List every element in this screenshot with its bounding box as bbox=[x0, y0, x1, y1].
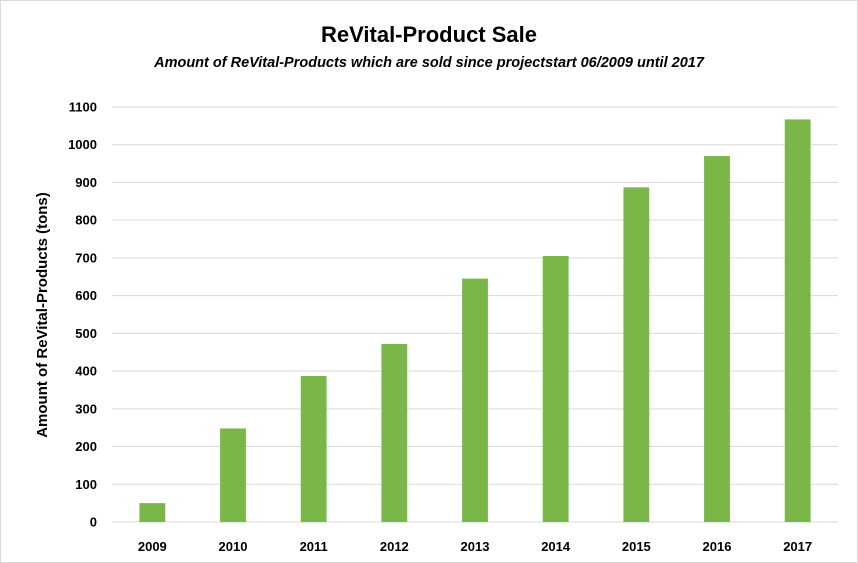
y-tick-label: 0 bbox=[90, 515, 97, 530]
x-tick-label: 2010 bbox=[219, 539, 248, 554]
y-tick-label: 1000 bbox=[68, 137, 97, 152]
bar-2017 bbox=[784, 119, 811, 522]
bar-2013 bbox=[462, 278, 488, 522]
bar-2012 bbox=[381, 343, 408, 522]
y-tick-label: 100 bbox=[75, 477, 97, 492]
chart-subtitle: Amount of ReVital-Products which are sol… bbox=[154, 55, 704, 71]
chart-title: ReVital-Product Sale bbox=[321, 22, 537, 47]
x-tick-label: 2012 bbox=[380, 539, 409, 554]
bar-2010 bbox=[220, 428, 246, 522]
y-tick-label: 300 bbox=[75, 401, 97, 416]
bar-2014 bbox=[542, 256, 569, 522]
y-tick-label: 400 bbox=[75, 364, 97, 379]
x-tick-label: 2011 bbox=[300, 539, 328, 554]
x-tick-label: 2014 bbox=[541, 539, 571, 554]
y-tick-label: 500 bbox=[75, 326, 97, 341]
y-tick-label: 800 bbox=[75, 213, 97, 228]
y-tick-label: 700 bbox=[75, 250, 97, 265]
bar-2009 bbox=[139, 503, 166, 522]
y-tick-label: 200 bbox=[75, 439, 97, 454]
x-tick-label: 2013 bbox=[461, 539, 490, 554]
bar-2011 bbox=[300, 375, 327, 522]
y-tick-label: 900 bbox=[75, 175, 97, 190]
y-tick-label: 600 bbox=[75, 288, 97, 303]
x-tick-label: 2016 bbox=[703, 539, 732, 554]
y-tick-labels: 0 100 200 300 400 500 600 700 800 900 1000 1100 bbox=[68, 100, 97, 530]
y-axis-title: Amount of ReVital-Products (tons) bbox=[34, 192, 51, 438]
x-tick-labels: 2009 2010 2011 2012 2013 2014 2015 2016 2017 bbox=[138, 539, 812, 554]
bars bbox=[139, 119, 811, 523]
bar-2015 bbox=[623, 187, 650, 523]
y-tick-label: 1100 bbox=[69, 100, 97, 115]
x-tick-label: 2017 bbox=[783, 539, 812, 554]
x-tick-label: 2009 bbox=[138, 539, 167, 554]
bar-2016 bbox=[704, 156, 730, 522]
x-tick-label: 2015 bbox=[622, 539, 651, 554]
